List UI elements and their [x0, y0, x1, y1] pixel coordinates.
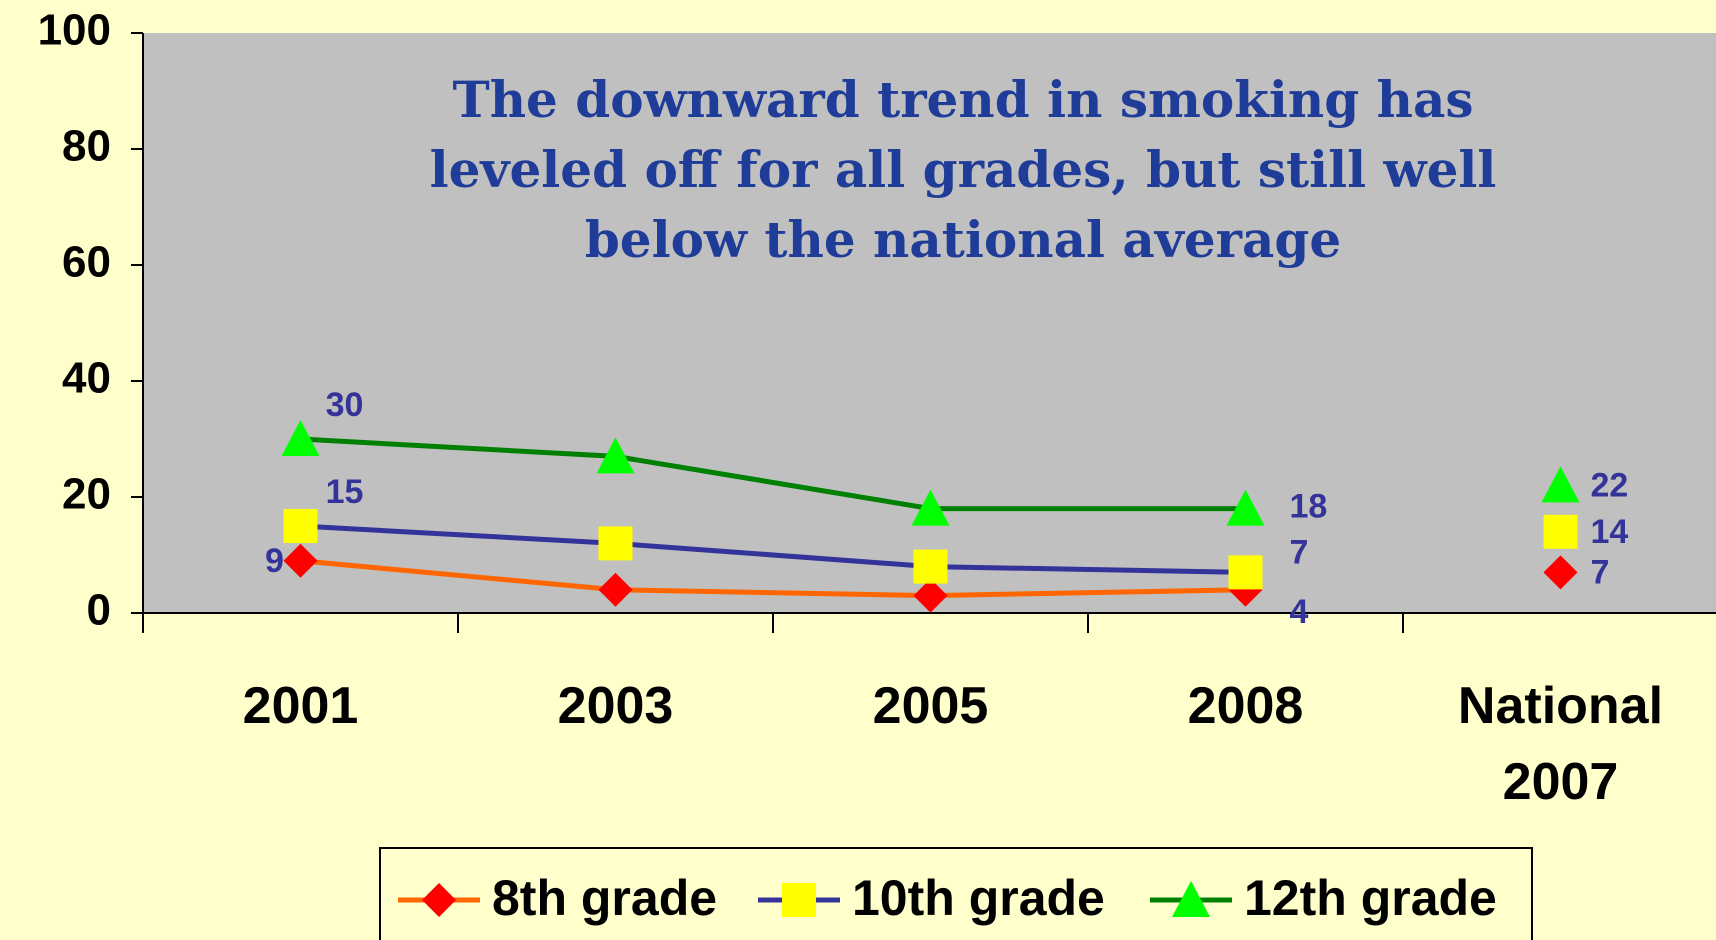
annotation: The downward trend in smoking has [452, 70, 1473, 129]
legend-marker [422, 883, 456, 917]
marker [281, 420, 320, 456]
legend-marker [782, 883, 816, 917]
data-label: 4 [1290, 593, 1309, 631]
series-line [300, 436, 1246, 512]
series-line [300, 558, 1246, 599]
legend-marker [1172, 881, 1210, 917]
legend-label: 10th grade [852, 870, 1105, 926]
x-tick-label: 2003 [557, 677, 674, 735]
y-tick-label: 60 [62, 238, 111, 287]
x-tick-label: 2008 [1187, 677, 1304, 735]
data-label: 18 [1290, 488, 1328, 526]
marker [1541, 466, 1580, 503]
data-label: 7 [1290, 533, 1309, 571]
marker [1228, 555, 1263, 590]
y-tick-label: 80 [62, 122, 111, 171]
series-line [300, 523, 1246, 575]
marker [283, 509, 318, 543]
data-label: 14 [1591, 513, 1629, 551]
legend-label: 12th grade [1244, 870, 1497, 926]
annotation: leveled off for all grades, but still we… [430, 140, 1497, 199]
marker [598, 526, 633, 561]
x-tick-label: National 2007 [1457, 677, 1664, 811]
y-tick-label: 40 [62, 354, 111, 403]
marker [1226, 489, 1265, 526]
x-tick-label: 2005 [872, 677, 989, 735]
legend-box [379, 847, 1533, 940]
legend-label: 8th grade [492, 870, 717, 926]
marker [1543, 514, 1578, 549]
data-label: 22 [1591, 466, 1629, 504]
marker [283, 543, 318, 578]
y-tick-label: 100 [38, 6, 111, 55]
y-tick-label: 20 [62, 470, 111, 519]
marker [911, 489, 950, 526]
marker [1543, 555, 1578, 590]
data-label: 30 [326, 386, 364, 424]
y-tick-label: 0 [87, 586, 111, 635]
annotation: below the national average [585, 210, 1341, 269]
marker [913, 549, 948, 584]
data-label: 15 [326, 473, 364, 511]
marker [913, 578, 948, 613]
x-tick-label: 2001 [242, 677, 359, 735]
marker [598, 572, 633, 607]
data-label: 9 [265, 542, 284, 580]
data-label: 7 [1591, 553, 1610, 591]
marker [596, 437, 635, 474]
